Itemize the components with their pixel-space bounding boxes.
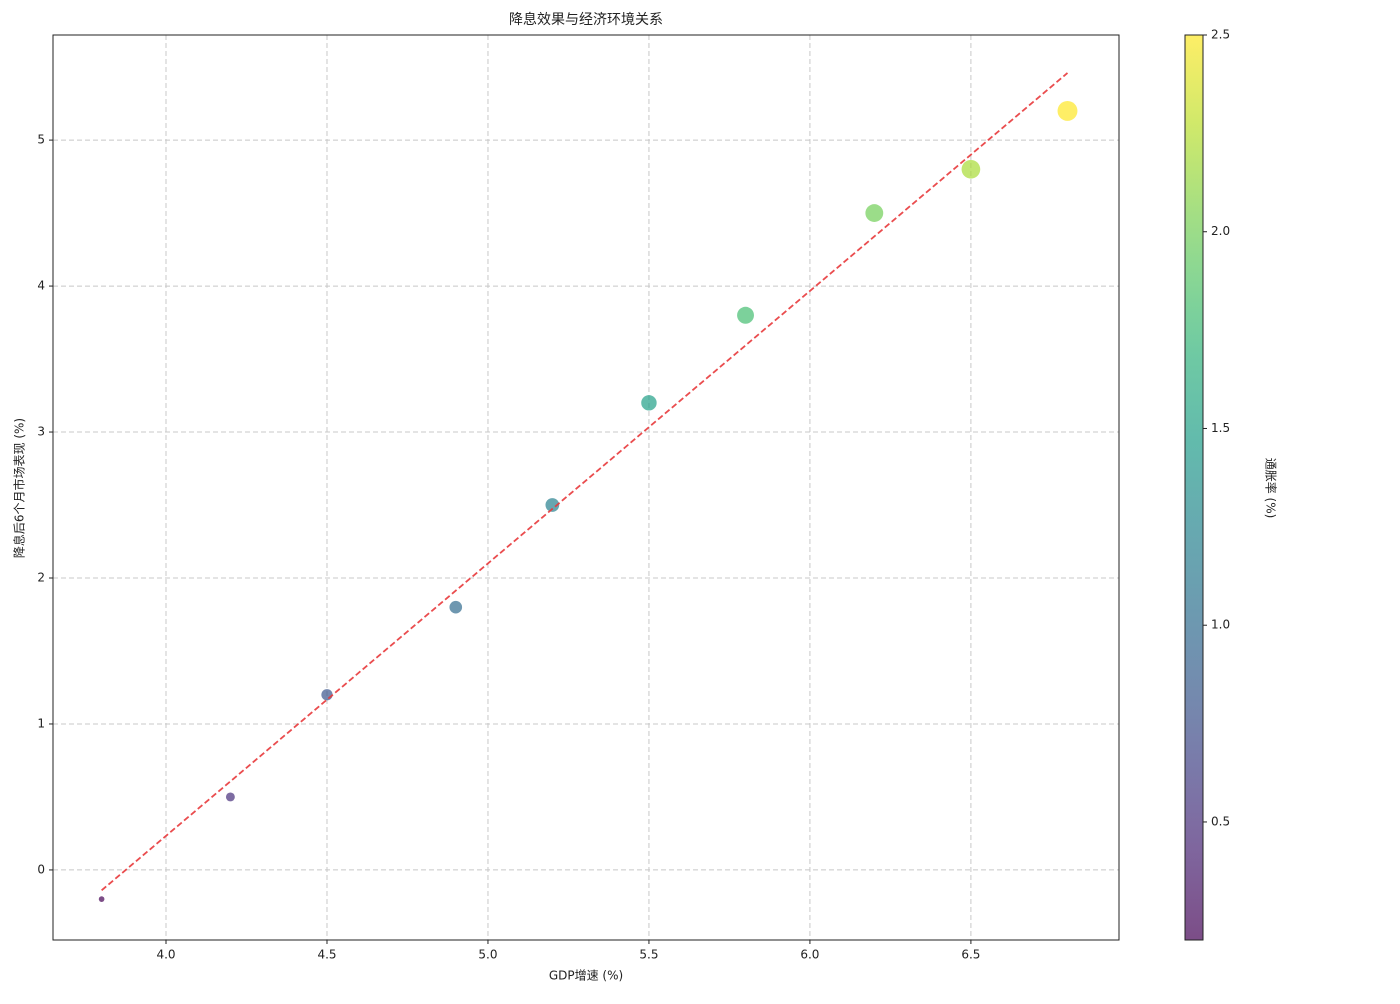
colorbar-tick-label: 0.5	[1211, 814, 1230, 828]
point	[737, 306, 754, 324]
y-tick-label: 0	[37, 862, 45, 876]
colorbar-tick-label: 1.0	[1211, 618, 1230, 632]
x-tick-label: 5.5	[639, 948, 658, 962]
plot-frame	[52, 34, 1120, 941]
y-tick-label: 4	[37, 279, 45, 293]
colorbar-tick-label: 2.0	[1211, 224, 1230, 238]
y-tick-label: 5	[37, 133, 45, 147]
point	[225, 792, 235, 802]
trend-line	[101, 72, 1069, 892]
colorbar-label: 通胀率 (%)	[1264, 458, 1279, 519]
point	[961, 159, 981, 179]
x-tick-label: 6.5	[961, 948, 980, 962]
x-tick-label: 6.0	[800, 948, 819, 962]
x-axis-label: GDP增速 (%)	[549, 969, 623, 983]
point	[98, 896, 105, 902]
point	[545, 498, 560, 512]
point	[865, 204, 884, 222]
y-tick-label: 1	[37, 716, 45, 730]
colorbar-tick-label: 2.5	[1211, 28, 1230, 42]
point	[449, 600, 463, 614]
point	[1057, 100, 1078, 121]
point	[321, 689, 333, 701]
colorbar-tick-label: 1.5	[1211, 421, 1230, 435]
y-tick-label: 2	[37, 571, 45, 585]
point	[641, 395, 657, 411]
colorbar	[1184, 34, 1204, 941]
y-axis-label: 降息后6个月市场表现 (%)	[12, 418, 27, 558]
x-tick-label: 4.5	[317, 948, 336, 962]
x-tick-label: 4.0	[156, 948, 175, 962]
chart-title: 降息效果与经济环境关系	[509, 11, 663, 28]
x-tick-label: 5.0	[478, 948, 497, 962]
y-tick-label: 3	[37, 425, 45, 439]
